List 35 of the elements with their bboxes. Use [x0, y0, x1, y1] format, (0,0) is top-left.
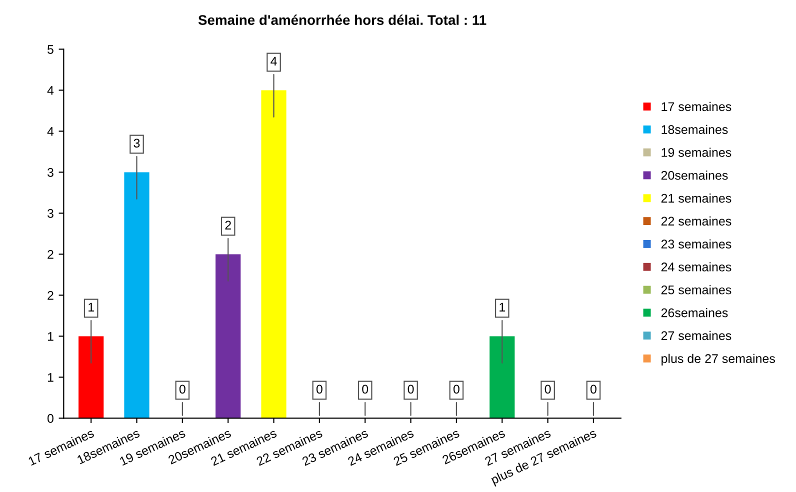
legend-label: 26semaines — [661, 308, 728, 318]
y-tick-label: 1 — [48, 332, 54, 341]
legend-label: 18semaines — [662, 124, 728, 134]
data-label: 3 — [134, 138, 140, 148]
legend-label: plus de 27 semaines — [662, 354, 775, 366]
y-tick-label: 3 — [47, 209, 54, 218]
data-label: 4 — [270, 56, 277, 66]
chart-title: Semaine d'aménorrhée hors délai. Total : 11 — [198, 14, 486, 25]
data-label: 0 — [408, 384, 414, 394]
y-tick-label: 5 — [48, 45, 54, 54]
y-tick-label: 2 — [48, 250, 54, 259]
y-tick-label: 1 — [48, 373, 54, 382]
data-label: 0 — [179, 384, 186, 394]
legend-label: 21 semaines — [661, 194, 732, 203]
data-label: 0 — [544, 384, 551, 394]
y-tick-label: 2 — [48, 291, 54, 300]
legend-label: 24 semaines — [661, 262, 732, 272]
data-label: 2 — [225, 220, 231, 230]
legend-label: 22 semaines — [661, 216, 732, 226]
data-label: 0 — [362, 384, 368, 394]
legend-label: 27 semaines — [661, 330, 732, 340]
data-label: 1 — [88, 302, 94, 312]
data-label: 0 — [590, 384, 596, 394]
legend-label: 19 semaines — [662, 148, 732, 157]
legend-label: 17 semaines — [662, 102, 732, 112]
legend-label: 23 semaines — [661, 239, 732, 249]
data-label: 0 — [453, 384, 460, 394]
data-label: 0 — [316, 384, 322, 394]
legend-label: 20semaines — [661, 170, 728, 180]
data-label: 1 — [500, 302, 505, 312]
y-tick-label: 4 — [47, 127, 54, 136]
y-tick-label: 4 — [47, 86, 54, 95]
y-tick-label: 0 — [47, 414, 54, 423]
legend-label: 25 semaines — [661, 285, 732, 294]
y-tick-label: 3 — [47, 168, 54, 177]
